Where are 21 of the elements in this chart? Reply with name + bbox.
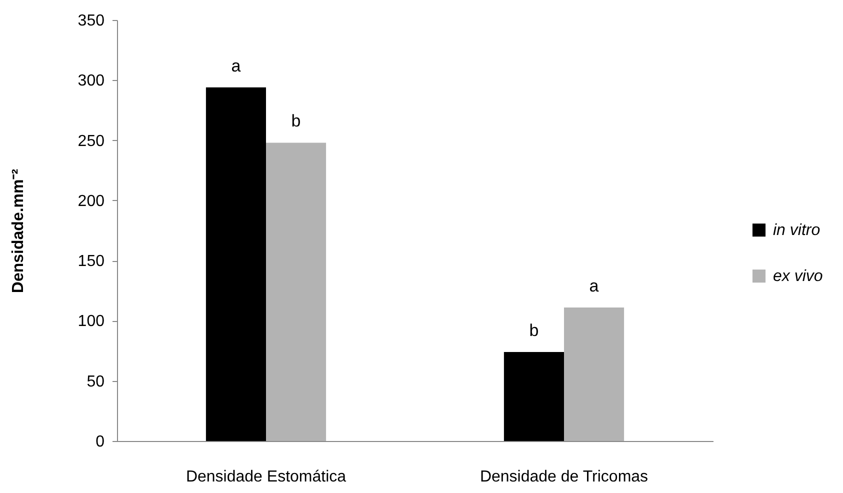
bar — [564, 307, 624, 441]
y-tick-label: 200 — [78, 192, 105, 210]
bar — [504, 352, 564, 441]
y-tick-label: 300 — [78, 72, 105, 90]
bar — [266, 142, 326, 441]
y-axis-title: Densidade.mm⁻² — [10, 168, 27, 294]
data-label: b — [291, 112, 301, 131]
legend-label: ex vivo — [773, 268, 823, 286]
bar — [206, 87, 266, 441]
y-tick-label: 350 — [78, 12, 105, 30]
legend-label: in vitro — [773, 222, 820, 240]
y-tick-label: 0 — [96, 434, 105, 450]
x-tick-label: Densidade de Tricomas — [480, 468, 648, 486]
y-tick-label: 50 — [86, 373, 105, 390]
data-label: a — [231, 56, 242, 76]
x-tick-label: Densidade Estomática — [186, 468, 346, 486]
y-tick-label: 250 — [78, 132, 105, 150]
data-label: b — [529, 320, 539, 340]
data-label: a — [589, 276, 600, 296]
y-tick-label: 100 — [78, 313, 105, 330]
y-tick-label: 150 — [78, 253, 105, 270]
